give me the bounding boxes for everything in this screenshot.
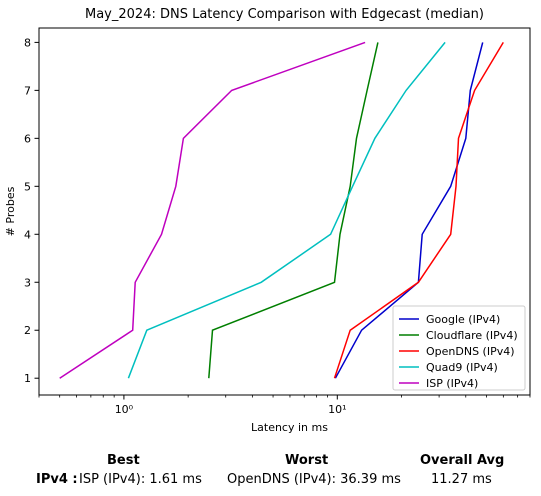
y-axis-label: # Probes	[4, 186, 17, 236]
y-tick-label: 1	[24, 372, 31, 385]
x-tick-label: 10¹	[328, 403, 346, 416]
worst-header: Worst	[285, 453, 329, 468]
y-tick-label: 4	[24, 228, 31, 241]
legend-label: Quad9 (IPv4)	[426, 361, 498, 374]
chart-title: May_2024: DNS Latency Comparison with Ed…	[85, 7, 484, 22]
series-line-quad9-ipv4	[127, 41, 446, 379]
plot-frame	[38, 27, 531, 396]
ipv4-row-label: IPv4 :	[36, 472, 78, 487]
legend-box	[392, 305, 526, 391]
y-tick-label: 5	[24, 180, 31, 193]
legend-label: Cloudflare (IPv4)	[426, 329, 518, 342]
series-line-isp-ipv4	[59, 41, 366, 379]
y-tick-label: 6	[24, 132, 31, 145]
y-tick-label: 8	[24, 36, 31, 49]
worst-value: OpenDNS (IPv4): 36.39 ms	[227, 472, 401, 487]
y-tick-label: 2	[24, 324, 31, 337]
y-tick-label: 7	[24, 84, 31, 97]
series-line-google-ipv4	[334, 42, 484, 379]
legend-label: OpenDNS (IPv4)	[426, 345, 515, 358]
legend-label: Google (IPv4)	[426, 313, 500, 326]
best-value: ISP (IPv4): 1.61 ms	[79, 472, 202, 487]
series-line-cloudflare-ipv4	[208, 42, 379, 379]
latency-chart: May_2024: DNS Latency Comparison with Ed…	[4, 7, 531, 434]
best-header: Best	[107, 453, 140, 468]
series-line-opendns-ipv4	[333, 42, 504, 379]
overall-avg-value: 11.27 ms	[431, 472, 492, 487]
x-tick-label: 10⁰	[115, 403, 134, 416]
legend-label: ISP (IPv4)	[426, 377, 478, 390]
overall-avg-header: Overall Avg	[420, 453, 505, 468]
y-tick-label: 3	[24, 276, 31, 289]
x-axis-label: Latency in ms	[251, 421, 328, 434]
